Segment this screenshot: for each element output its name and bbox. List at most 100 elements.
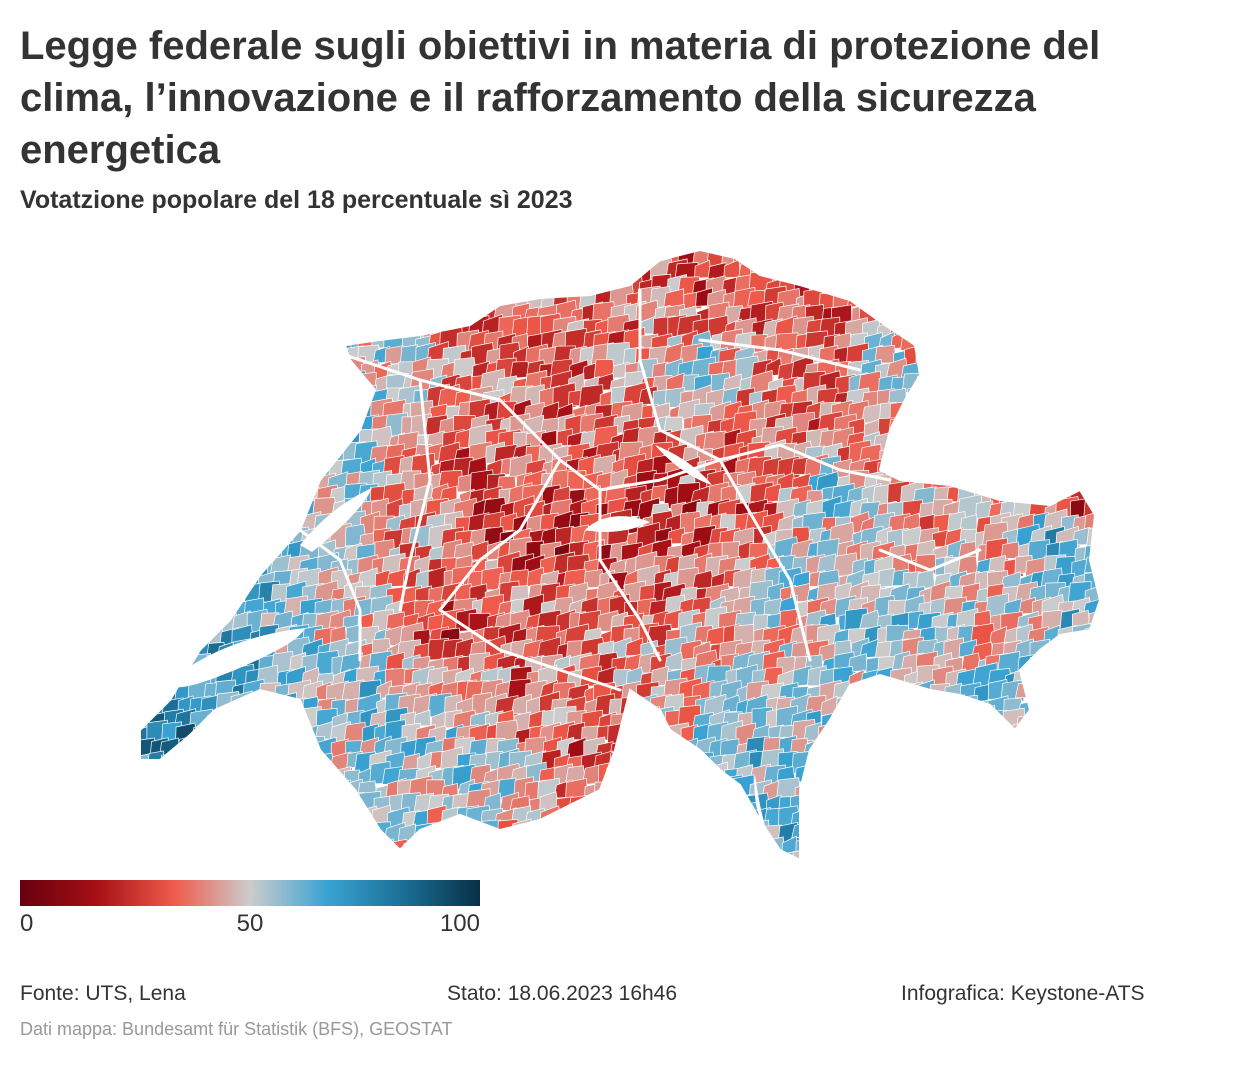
municipality-cell: [998, 780, 1022, 803]
municipality-cell: [848, 250, 871, 269]
municipality-cell: [384, 289, 407, 313]
municipality-cell: [665, 738, 687, 759]
municipality-cell: [314, 402, 333, 421]
municipality-cell: [215, 250, 240, 254]
municipality-cell: [997, 763, 1024, 787]
municipality-cell: [919, 250, 944, 257]
municipality-cell: [861, 274, 880, 294]
municipality-cell: [328, 388, 354, 411]
municipality-cell: [140, 413, 141, 436]
municipality-cell: [751, 250, 771, 253]
municipality-cell: [1070, 763, 1095, 787]
municipality-cell: [947, 264, 967, 283]
municipality-cell: [638, 735, 660, 757]
municipality-cell: [315, 764, 336, 785]
municipality-cell: [157, 273, 181, 297]
municipality-cell: [410, 286, 432, 308]
municipality-cell: [286, 711, 308, 731]
municipality-cell: [949, 779, 968, 799]
municipality-cell: [121, 722, 138, 740]
municipality-cell: [554, 820, 577, 844]
municipality-cell: [1001, 332, 1027, 355]
municipality-cell: [1033, 825, 1051, 842]
municipality-cell: [287, 831, 311, 855]
municipality-cell: [821, 777, 843, 797]
municipality-cell: [327, 262, 348, 281]
municipality-cell: [358, 320, 378, 339]
municipality-cell: [914, 302, 939, 328]
municipality-cell: [988, 446, 1011, 467]
municipality-cell: [159, 485, 182, 509]
municipality-cell: [848, 706, 870, 728]
municipality-cell: [1061, 741, 1081, 761]
municipality-cell: [358, 250, 382, 271]
municipality-cell: [140, 696, 153, 718]
municipality-cell: [217, 565, 241, 590]
municipality-cell: [261, 250, 285, 271]
municipality-cell: [203, 582, 230, 607]
municipality-cell: [285, 258, 311, 284]
municipality-cell: [873, 734, 900, 759]
municipality-cell: [930, 371, 951, 392]
municipality-cell: [245, 485, 263, 506]
municipality-cell: [961, 751, 979, 771]
municipality-cell: [482, 849, 506, 860]
municipality-cell: [203, 289, 225, 312]
municipality-cell: [863, 837, 882, 858]
municipality-cell: [710, 806, 729, 825]
municipality-cell: [213, 750, 239, 775]
municipality-cell: [318, 330, 337, 349]
municipality-cell: [709, 823, 729, 842]
municipality-cell: [401, 261, 422, 283]
municipality-cell: [140, 599, 155, 621]
municipality-cell: [541, 847, 560, 860]
municipality-cell: [689, 780, 715, 804]
municipality-cell: [161, 767, 181, 787]
municipality-cell: [1017, 250, 1036, 255]
municipality-cell: [201, 383, 228, 407]
municipality-cell: [229, 358, 256, 383]
municipality-cell: [311, 261, 340, 287]
municipality-cell: [412, 300, 431, 323]
municipality-cell: [900, 328, 925, 351]
municipality-cell: [244, 850, 267, 860]
municipality-cell: [1072, 387, 1095, 412]
municipality-cell: [413, 273, 436, 296]
municipality-cell: [1069, 693, 1097, 720]
municipality-cell: [327, 818, 351, 841]
municipality-cell: [948, 286, 968, 309]
municipality-cell: [990, 762, 1010, 783]
municipality-cell: [246, 457, 270, 479]
municipality-cell: [622, 749, 649, 775]
municipality-cell: [140, 315, 158, 341]
municipality-cell: [1087, 471, 1100, 489]
municipality-cell: [934, 763, 956, 784]
municipality-cell: [202, 598, 231, 623]
municipality-cell: [763, 250, 783, 251]
municipality-cell: [596, 851, 615, 860]
municipality-cell: [929, 458, 954, 481]
municipality-cell: [286, 357, 311, 382]
municipality-cell: [1030, 738, 1049, 758]
municipality-cell: [205, 525, 225, 548]
municipality-cell: [844, 848, 869, 860]
municipality-cell: [317, 779, 338, 799]
municipality-cell: [707, 849, 729, 860]
municipality-cell: [140, 682, 158, 702]
municipality-cell: [245, 430, 266, 448]
municipality-cell: [959, 454, 981, 476]
municipality-cell: [905, 822, 923, 842]
municipality-cell: [992, 427, 1009, 446]
municipality-cell: [528, 261, 546, 279]
municipality-cell: [230, 301, 254, 325]
municipality-cell: [232, 472, 249, 491]
municipality-cell: [835, 810, 854, 828]
municipality-cell: [232, 764, 251, 785]
municipality-cell: [958, 441, 983, 465]
municipality-cell: [931, 741, 952, 760]
municipality-cell: [118, 650, 140, 673]
switzerland-choropleth-map: [118, 249, 1101, 861]
municipality-cell: [147, 830, 172, 856]
municipality-cell: [524, 832, 550, 857]
chart-title: Legge federale sugli obiettivi in materi…: [20, 24, 1101, 172]
